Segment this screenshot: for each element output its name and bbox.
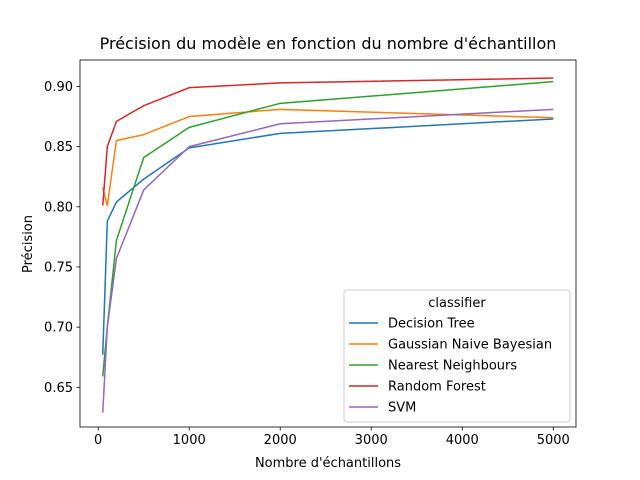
legend-label-1: Gaussian Naive Bayesian (388, 338, 552, 353)
y-tick-label: 0.75 (44, 260, 73, 275)
y-tick-label: 0.65 (44, 381, 73, 396)
series-line-0 (102, 118, 554, 355)
y-tick-label: 0.90 (44, 80, 73, 95)
chart-title: Précision du modèle en fonction du nombr… (100, 34, 557, 53)
x-tick-label: 5000 (537, 433, 570, 448)
y-axis: 0.65 0.70 0.75 0.80 0.85 0.90 (44, 80, 80, 396)
legend-label-0: Decision Tree (388, 317, 475, 332)
plot-area (79, 59, 577, 428)
y-axis-label: Précision (21, 215, 36, 273)
series-line-1 (102, 108, 554, 207)
series-line-4 (102, 108, 554, 413)
x-tick-label: 0 (94, 433, 102, 448)
legend-label-3: Random Forest (388, 380, 486, 395)
x-tick-label: 3000 (355, 433, 388, 448)
legend: classifier Decision Tree Gaussian Naive B… (343, 289, 571, 423)
y-tick-label: 0.70 (44, 321, 73, 336)
x-tick-label: 4000 (446, 433, 479, 448)
legend-title: classifier (428, 296, 486, 311)
series-line-3 (102, 77, 554, 206)
x-tick-label: 2000 (264, 433, 297, 448)
legend-label-4: SVM (388, 401, 416, 416)
x-tick-label: 1000 (173, 433, 206, 448)
y-tick-label: 0.80 (44, 200, 73, 215)
legend-box (343, 289, 571, 423)
x-axis-label: Nombre d'échantillons (255, 456, 401, 471)
legend-label-2: Nearest Neighbours (388, 359, 517, 374)
y-tick-label: 0.85 (44, 140, 73, 155)
plot-frame (79, 59, 577, 428)
legend-items: Decision Tree Gaussian Naive Bayesian Near… (349, 317, 552, 416)
x-axis: 0 1000 2000 3000 4000 5000 (94, 427, 570, 448)
